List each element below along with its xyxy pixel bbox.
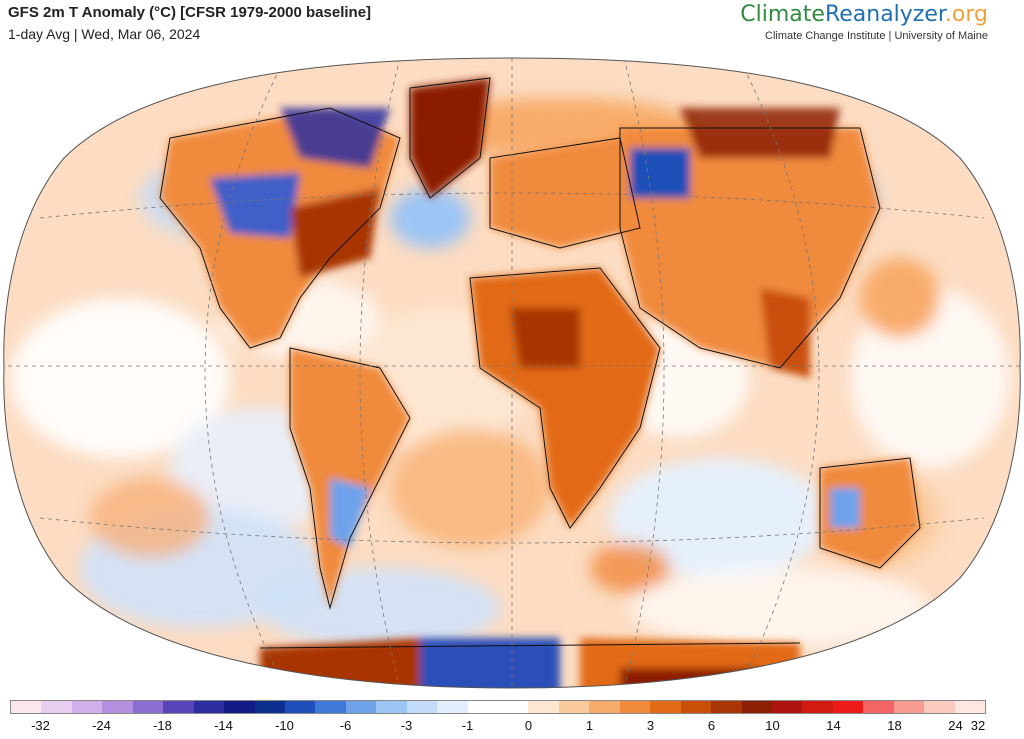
legend-swatch <box>954 701 985 713</box>
brand-climate: Climate <box>740 2 825 27</box>
legend-tick-label: 10 <box>765 718 780 733</box>
legend-swatch <box>528 701 559 713</box>
coast-greenland <box>409 77 491 199</box>
legend-swatch <box>893 701 925 713</box>
legend-swatch <box>193 701 225 713</box>
legend-tick-label: 14 <box>826 718 841 733</box>
legend-swatch <box>376 701 407 713</box>
legend-swatch <box>467 701 498 713</box>
anomaly-map <box>3 57 1021 689</box>
legend-swatch <box>11 701 42 713</box>
legend-swatch <box>924 701 955 713</box>
legend-swatch <box>711 701 742 713</box>
legend-tick-label: -18 <box>153 718 172 733</box>
legend-swatch <box>680 701 712 713</box>
coastlines <box>159 77 921 649</box>
legend-tick-label: -6 <box>339 718 352 733</box>
coast-europe <box>489 137 641 249</box>
legend-tick-label: -1 <box>461 718 474 733</box>
legend-swatch <box>802 701 833 713</box>
coast-north-america <box>159 107 401 349</box>
legend-swatch <box>437 701 468 713</box>
graticule <box>3 58 1021 688</box>
color-legend-bar <box>10 700 986 714</box>
globe-outline <box>3 57 1021 689</box>
legend-swatch <box>224 701 255 713</box>
legend-swatch <box>41 701 72 713</box>
brand-reanalyzer: Reanalyzer <box>824 2 945 27</box>
legend-tick-label: 18 <box>887 718 902 733</box>
legend-tick-label: 24 <box>948 718 963 733</box>
legend-tick-label: -24 <box>92 718 111 733</box>
legend-swatch <box>619 701 651 713</box>
map-title: GFS 2m T Anomaly (°C) [CFSR 1979-2000 ba… <box>8 4 372 21</box>
legend-swatch <box>315 701 346 713</box>
brand-tagline: Climate Change Institute | University of… <box>765 30 988 42</box>
brand-org: .org <box>944 2 988 27</box>
legend-tick-label: 3 <box>646 718 655 733</box>
globe-field <box>3 58 1021 688</box>
legend-swatch <box>406 701 438 713</box>
parallel-north <box>39 192 985 219</box>
brand-logo[interactable]: ClimateReanalyzer.org <box>740 2 988 27</box>
legend-swatch <box>345 701 377 713</box>
legend-swatch <box>71 701 103 713</box>
coast-africa <box>469 267 661 529</box>
legend-tick-label: -3 <box>400 718 413 733</box>
legend-swatch <box>832 701 864 713</box>
parallel-south <box>39 517 985 544</box>
legend-swatch <box>558 701 590 713</box>
legend-swatch <box>498 701 529 713</box>
legend-swatch <box>132 701 164 713</box>
legend-tick-label: -10 <box>275 718 294 733</box>
legend-tick-label: -32 <box>31 718 50 733</box>
legend-swatch <box>650 701 681 713</box>
coast-antarctica <box>259 642 801 649</box>
legend-tick-label: 6 <box>707 718 716 733</box>
color-legend-ticks: -32 -24 -18 -14 -10 -6 -3 -1 0 1 3 6 10 14 18 24 32 <box>10 718 986 736</box>
coast-asia <box>619 127 881 369</box>
legend-swatch <box>863 701 894 713</box>
legend-swatch <box>589 701 620 713</box>
legend-swatch <box>771 701 803 713</box>
legend-swatch <box>254 701 285 713</box>
legend-tick-label: 1 <box>585 718 594 733</box>
legend-swatch <box>163 701 194 713</box>
legend-swatch <box>741 701 772 713</box>
map-subtitle: 1-day Avg | Wed, Mar 06, 2024 <box>8 26 201 42</box>
legend-tick-label: 0 <box>524 718 533 733</box>
legend-swatch <box>102 701 133 713</box>
meridian-w1 <box>359 58 401 688</box>
coast-australia <box>819 457 921 569</box>
land-anomalies <box>160 78 920 688</box>
legend-tick-label: -14 <box>214 718 233 733</box>
legend-tick-label: 32 <box>970 718 986 733</box>
legend-swatch <box>284 701 316 713</box>
coast-south-america <box>289 347 411 610</box>
meridian-e1 <box>623 58 665 688</box>
